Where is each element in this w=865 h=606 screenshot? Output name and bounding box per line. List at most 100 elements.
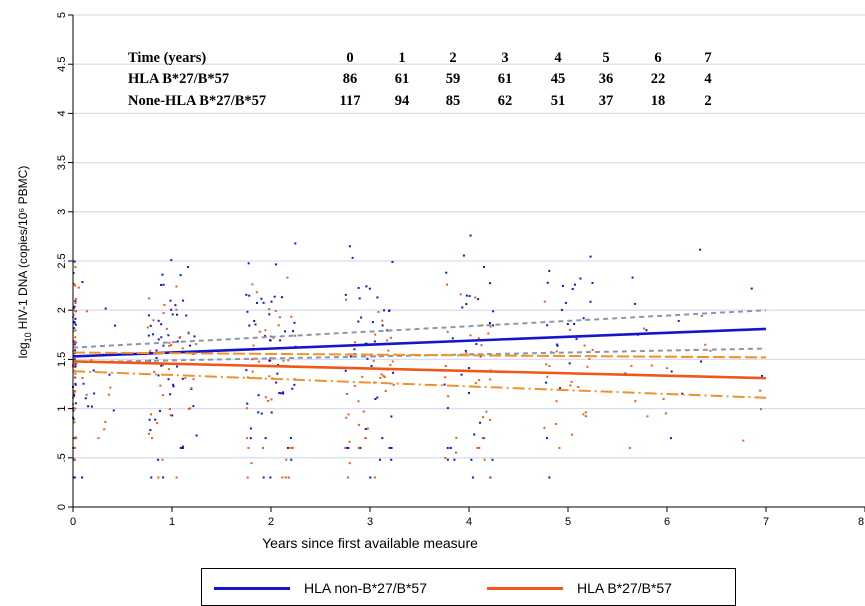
data-point bbox=[282, 391, 285, 394]
data-point bbox=[390, 446, 393, 449]
data-point bbox=[366, 357, 369, 360]
data-point bbox=[476, 446, 479, 449]
data-point bbox=[256, 301, 259, 304]
data-point bbox=[269, 339, 272, 342]
data-point bbox=[569, 384, 572, 387]
data-point bbox=[465, 294, 468, 297]
data-point bbox=[73, 305, 76, 308]
data-point bbox=[381, 437, 384, 440]
data-point bbox=[192, 378, 195, 381]
data-point bbox=[149, 429, 152, 432]
fit-line bbox=[72, 327, 767, 358]
data-point bbox=[455, 436, 458, 439]
data-point bbox=[286, 276, 289, 279]
data-point bbox=[276, 372, 279, 375]
data-point bbox=[84, 397, 87, 400]
data-point bbox=[149, 324, 152, 327]
data-point bbox=[181, 445, 184, 448]
data-point bbox=[187, 266, 190, 269]
data-point bbox=[357, 423, 360, 426]
data-point bbox=[248, 324, 251, 327]
data-point bbox=[357, 446, 360, 449]
data-point bbox=[591, 348, 594, 351]
data-point bbox=[489, 418, 492, 421]
data-point bbox=[160, 283, 163, 286]
data-point bbox=[559, 387, 562, 390]
data-point bbox=[175, 476, 178, 479]
data-point bbox=[153, 370, 156, 373]
data-point bbox=[277, 324, 280, 327]
data-point bbox=[255, 291, 258, 294]
data-point bbox=[346, 446, 349, 449]
data-point bbox=[465, 303, 468, 306]
ci-lower-line bbox=[72, 370, 767, 399]
data-point bbox=[74, 362, 77, 365]
x-tick-label: 5 bbox=[565, 516, 571, 528]
data-point bbox=[74, 266, 77, 269]
data-point bbox=[586, 365, 589, 368]
table-count-value: 22 bbox=[651, 71, 666, 87]
data-point bbox=[146, 326, 149, 329]
table-time-value: 2 bbox=[449, 50, 456, 66]
data-point bbox=[251, 358, 254, 361]
data-point bbox=[158, 409, 161, 412]
data-point bbox=[279, 392, 282, 395]
data-point bbox=[664, 412, 667, 415]
data-point bbox=[109, 386, 112, 389]
x-tick-label: 0 bbox=[70, 516, 76, 528]
data-point bbox=[155, 349, 158, 352]
y-tick-label: 2 bbox=[56, 307, 68, 313]
data-point bbox=[475, 343, 478, 346]
data-point bbox=[172, 385, 175, 388]
data-point bbox=[670, 370, 673, 373]
data-point bbox=[74, 317, 77, 320]
data-point bbox=[192, 405, 195, 408]
data-point bbox=[345, 392, 348, 395]
data-point bbox=[168, 408, 171, 411]
data-point bbox=[289, 446, 292, 449]
data-point bbox=[74, 302, 77, 305]
data-point bbox=[444, 364, 447, 367]
data-point bbox=[546, 281, 549, 284]
data-point bbox=[483, 458, 486, 461]
data-point bbox=[181, 347, 184, 350]
data-point bbox=[548, 365, 551, 368]
data-point bbox=[548, 269, 551, 272]
data-point bbox=[390, 415, 393, 418]
data-point bbox=[643, 327, 646, 330]
data-point bbox=[90, 405, 93, 408]
data-point bbox=[384, 389, 387, 392]
y-tick-label: 3 bbox=[56, 209, 68, 215]
table-count-value: 2 bbox=[704, 93, 711, 109]
legend: HLA non-B*27/B*57 HLA B*27/B*57 bbox=[201, 568, 736, 606]
data-point bbox=[546, 324, 549, 327]
data-point bbox=[560, 308, 563, 311]
data-point bbox=[159, 384, 162, 387]
data-point bbox=[285, 458, 288, 461]
data-point bbox=[73, 340, 76, 343]
data-point bbox=[97, 437, 100, 440]
data-point bbox=[444, 376, 447, 379]
data-point bbox=[556, 344, 559, 347]
data-point bbox=[372, 359, 375, 362]
table-count-value: 85 bbox=[446, 93, 461, 109]
data-point bbox=[381, 319, 384, 322]
data-point bbox=[104, 307, 107, 310]
data-point bbox=[374, 397, 377, 400]
data-point bbox=[488, 282, 491, 285]
legend-swatch-non-b27-b57 bbox=[214, 586, 290, 590]
data-point bbox=[287, 359, 290, 362]
data-point bbox=[369, 476, 372, 479]
data-point bbox=[669, 437, 672, 440]
data-point bbox=[555, 343, 558, 346]
data-point bbox=[446, 330, 449, 333]
data-point bbox=[573, 283, 576, 286]
table-count-value: 36 bbox=[599, 71, 614, 87]
data-point bbox=[465, 352, 468, 355]
data-point bbox=[582, 317, 585, 320]
data-point bbox=[167, 378, 170, 381]
data-point bbox=[446, 446, 449, 449]
data-point bbox=[161, 273, 164, 276]
data-point bbox=[487, 332, 490, 335]
data-point bbox=[73, 394, 76, 397]
